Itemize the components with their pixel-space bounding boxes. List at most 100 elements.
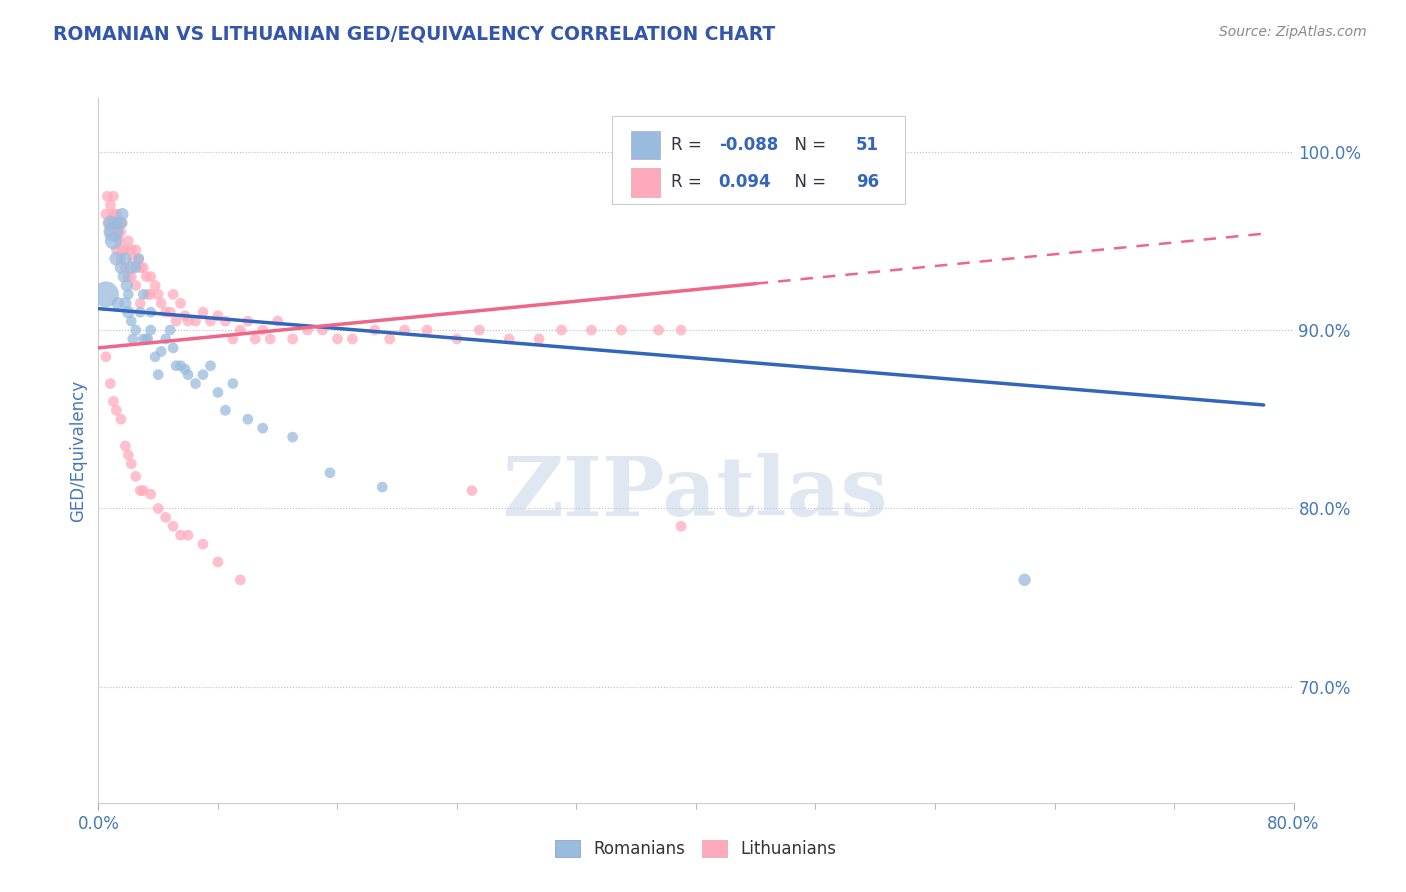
Point [117,287,139,301]
Point [125,260,148,275]
Point [184,376,207,391]
Point [103,225,125,239]
Point [148,287,170,301]
Point [98,225,122,239]
Point [647,323,669,337]
Text: -0.088: -0.088 [718,136,778,154]
Point [446,332,468,346]
Point [114,439,136,453]
Text: Source: ZipAtlas.com: Source: ZipAtlas.com [1219,25,1367,39]
Point [200,359,222,373]
Point [245,332,267,346]
Point [319,466,342,480]
Point [297,323,319,337]
Text: 51: 51 [856,136,879,154]
Point [120,457,142,471]
Point [129,483,152,498]
Point [165,314,187,328]
Point [117,448,139,462]
Point [165,359,187,373]
Point [105,216,128,230]
Point [468,323,491,337]
Point [110,225,132,239]
Point [129,296,152,310]
Point [169,528,191,542]
Point [108,234,131,248]
Point [416,323,439,337]
Point [110,260,132,275]
Point [129,260,152,275]
Point [103,394,125,409]
Point [97,216,120,230]
Point [111,216,134,230]
Point [222,332,245,346]
Point [132,287,155,301]
Point [107,225,129,239]
Point [342,332,364,346]
Point [98,198,122,212]
Point [120,243,142,257]
Point [669,519,692,533]
Point [114,243,136,257]
Point [259,332,281,346]
Point [139,487,162,501]
Point [461,483,484,498]
Y-axis label: GED/Equivalency: GED/Equivalency [69,379,87,522]
Point [267,314,290,328]
Point [550,323,572,337]
Point [184,314,207,328]
Point [120,314,142,328]
Point [132,332,155,346]
Point [281,332,304,346]
Point [125,469,148,483]
Point [104,216,127,230]
Point [136,332,159,346]
Point [105,252,128,266]
Point [281,430,304,444]
Text: ZIPatlas: ZIPatlas [503,453,889,533]
Point [128,252,150,266]
Point [229,323,252,337]
Point [191,305,214,319]
Point [207,309,229,323]
Point [150,296,173,310]
Point [200,314,222,328]
Point [159,323,181,337]
Point [177,368,200,382]
Point [174,309,197,323]
Text: N =: N = [785,136,832,154]
Point [117,234,139,248]
Point [252,421,274,435]
Point [1014,573,1036,587]
Point [177,314,200,328]
Point [120,269,142,284]
Point [191,368,214,382]
Point [117,305,139,319]
Point [110,412,132,426]
Point [135,269,157,284]
Text: N =: N = [785,173,832,192]
Point [155,332,177,346]
Point [121,332,143,346]
Point [132,483,155,498]
FancyBboxPatch shape [631,169,661,196]
Point [371,480,394,494]
Point [139,323,162,337]
Point [96,189,118,203]
Point [214,403,236,417]
Text: ROMANIAN VS LITHUANIAN GED/EQUIVALENCY CORRELATION CHART: ROMANIAN VS LITHUANIAN GED/EQUIVALENCY C… [53,25,776,44]
Point [143,278,166,293]
Point [103,189,125,203]
Point [191,537,214,551]
FancyBboxPatch shape [631,131,661,160]
Point [394,323,416,337]
Point [125,323,148,337]
Point [128,252,150,266]
Point [143,350,166,364]
Point [148,368,170,382]
Point [177,528,200,542]
Point [139,269,162,284]
Point [148,501,170,516]
Point [94,350,117,364]
Point [364,323,387,337]
